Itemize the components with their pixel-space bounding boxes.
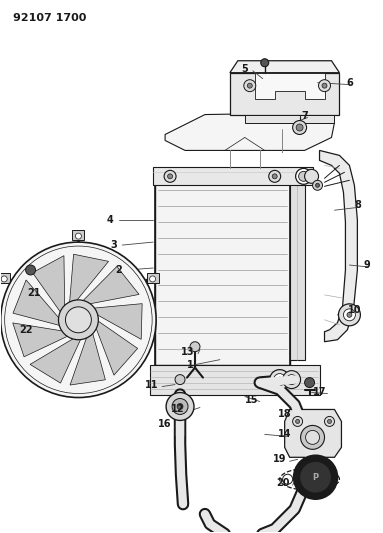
Circle shape — [190, 342, 200, 352]
Text: 3: 3 — [110, 240, 117, 250]
Text: 4: 4 — [107, 215, 114, 225]
Bar — [155, 175, 290, 365]
Circle shape — [59, 300, 98, 340]
Circle shape — [26, 265, 36, 275]
Circle shape — [75, 233, 82, 239]
Polygon shape — [30, 337, 82, 383]
Circle shape — [327, 419, 332, 423]
Bar — [230, 72, 339, 115]
Circle shape — [316, 183, 319, 187]
Circle shape — [293, 416, 303, 426]
Circle shape — [324, 416, 334, 426]
Bar — [150, 365, 319, 394]
Polygon shape — [147, 273, 159, 283]
Circle shape — [1, 242, 156, 398]
Circle shape — [304, 169, 319, 183]
Polygon shape — [95, 320, 137, 375]
Circle shape — [166, 392, 194, 421]
Text: 7: 7 — [301, 110, 308, 120]
Text: 12: 12 — [171, 405, 185, 415]
Polygon shape — [285, 409, 342, 457]
Text: 2: 2 — [115, 265, 122, 275]
Polygon shape — [0, 273, 10, 283]
Polygon shape — [230, 61, 339, 72]
Circle shape — [347, 312, 352, 317]
Circle shape — [296, 124, 303, 131]
Text: P: P — [313, 473, 319, 482]
Text: 21: 21 — [27, 288, 40, 298]
Circle shape — [177, 403, 183, 409]
Polygon shape — [33, 256, 65, 314]
Text: 19: 19 — [273, 454, 286, 464]
Circle shape — [1, 276, 7, 282]
Text: 14: 14 — [278, 430, 291, 439]
Circle shape — [272, 174, 277, 179]
Circle shape — [261, 59, 269, 67]
Polygon shape — [245, 115, 334, 123]
Polygon shape — [92, 304, 142, 340]
Circle shape — [244, 79, 256, 92]
Circle shape — [172, 399, 188, 415]
Text: 15: 15 — [245, 394, 259, 405]
Circle shape — [269, 171, 281, 182]
Circle shape — [296, 419, 300, 423]
Circle shape — [313, 180, 322, 190]
Text: 20: 20 — [276, 478, 290, 488]
Text: 11: 11 — [146, 379, 159, 390]
Circle shape — [294, 455, 337, 499]
Text: 13: 13 — [181, 346, 195, 357]
Text: 18: 18 — [278, 409, 291, 419]
Circle shape — [322, 83, 327, 88]
Circle shape — [270, 369, 290, 390]
Ellipse shape — [64, 302, 93, 338]
Text: 17: 17 — [313, 386, 326, 397]
Polygon shape — [255, 72, 324, 99]
Circle shape — [175, 375, 185, 385]
Circle shape — [293, 120, 306, 134]
Circle shape — [300, 461, 332, 493]
Polygon shape — [82, 266, 139, 304]
Circle shape — [304, 377, 314, 387]
Text: 16: 16 — [158, 419, 172, 430]
Circle shape — [274, 374, 286, 385]
Text: 5: 5 — [241, 64, 248, 74]
Circle shape — [339, 304, 360, 326]
Bar — [290, 180, 304, 360]
Text: 1: 1 — [187, 360, 193, 370]
Circle shape — [283, 370, 301, 389]
Circle shape — [301, 425, 324, 449]
Polygon shape — [70, 332, 105, 385]
Polygon shape — [13, 323, 69, 357]
Circle shape — [150, 276, 155, 282]
Text: 6: 6 — [346, 78, 353, 87]
Text: 8: 8 — [354, 200, 361, 210]
Polygon shape — [13, 280, 62, 326]
Circle shape — [247, 83, 252, 88]
Text: 10: 10 — [348, 305, 361, 315]
Text: 9: 9 — [364, 260, 371, 270]
Circle shape — [344, 309, 355, 321]
Circle shape — [164, 171, 176, 182]
Circle shape — [319, 79, 331, 92]
Circle shape — [277, 377, 282, 382]
Circle shape — [65, 307, 92, 333]
Circle shape — [299, 171, 309, 181]
Circle shape — [306, 431, 319, 445]
Text: 92107 1700: 92107 1700 — [13, 13, 86, 23]
Polygon shape — [319, 150, 357, 342]
Circle shape — [296, 168, 311, 184]
Bar — [153, 167, 313, 185]
Circle shape — [168, 174, 173, 179]
Polygon shape — [165, 112, 334, 150]
Polygon shape — [69, 254, 108, 304]
Polygon shape — [72, 230, 84, 240]
Circle shape — [286, 375, 296, 385]
Text: 22: 22 — [19, 325, 32, 335]
